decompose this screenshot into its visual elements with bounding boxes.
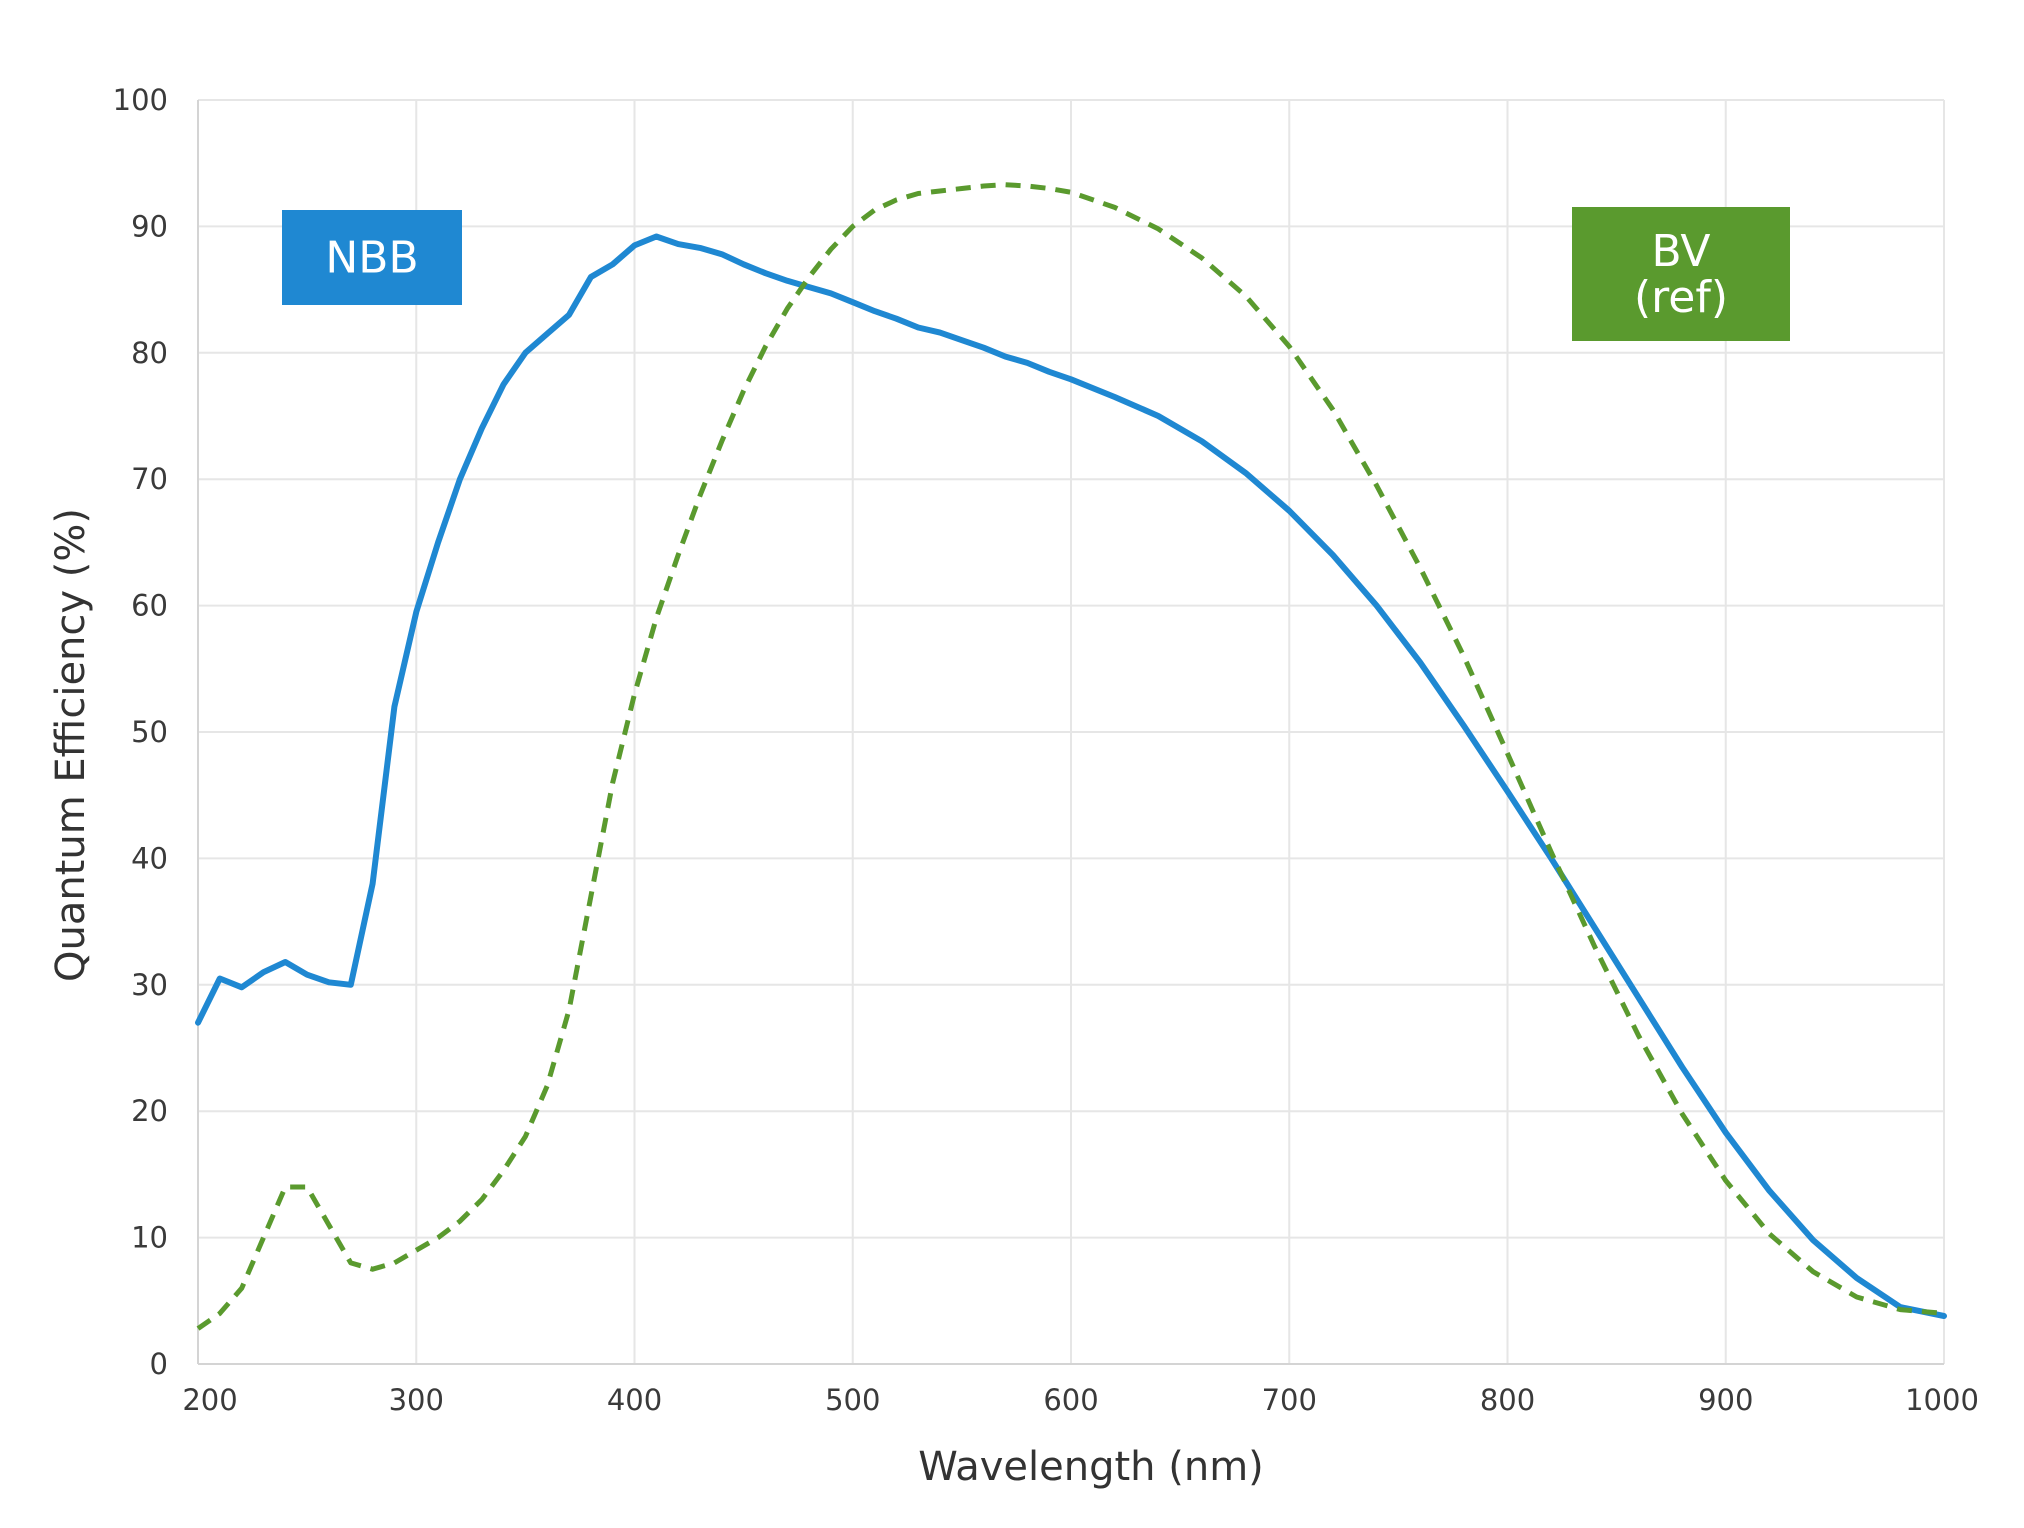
y-tick-label: 90 xyxy=(131,209,168,243)
legend-label: BV xyxy=(1652,226,1711,277)
y-tick-label: 10 xyxy=(131,1221,168,1255)
legend-label: NBB xyxy=(325,233,418,284)
x-tick-label: 200 xyxy=(182,1383,237,1417)
y-tick-label: 100 xyxy=(113,83,168,117)
series-line-nbb xyxy=(195,233,1947,1319)
legend-bv-ref: BV(ref) xyxy=(1572,207,1790,341)
axes xyxy=(197,100,1944,1365)
y-tick-label: 70 xyxy=(131,462,168,496)
y-tick-label: 80 xyxy=(131,336,168,370)
series-line-bv-ref xyxy=(196,182,1945,1331)
legend-box-nbb xyxy=(282,210,462,305)
legend-boxes: NBB BV(ref) xyxy=(282,207,1790,341)
x-tick-label: 600 xyxy=(1043,1383,1098,1417)
x-tick-label: 900 xyxy=(1698,1383,1753,1417)
x-tick-labels: 200 300 400 500 600 700 800 900 1000 xyxy=(182,1383,1979,1417)
legend-nbb: NBB xyxy=(282,210,462,305)
y-tick-label: 50 xyxy=(131,715,168,749)
y-tick-label: 30 xyxy=(131,968,168,1002)
legend-label: (ref) xyxy=(1634,272,1728,323)
legend-box-bv-ref xyxy=(1572,207,1790,341)
x-axis-title: Wavelength (nm) xyxy=(918,1444,1264,1490)
x-tick-label: 1000 xyxy=(1905,1383,1979,1417)
x-tick-label: 300 xyxy=(389,1383,444,1417)
y-tick-label: 20 xyxy=(131,1094,168,1128)
y-tick-labels: 0 10 20 30 40 50 60 70 80 90 100 xyxy=(113,83,168,1381)
x-tick-label: 500 xyxy=(825,1383,880,1417)
x-tick-label: 700 xyxy=(1262,1383,1317,1417)
y-tick-label: 60 xyxy=(131,589,168,623)
x-tick-label: 400 xyxy=(607,1383,662,1417)
gridlines xyxy=(198,99,1945,1364)
series-lines xyxy=(195,182,1947,1331)
y-tick-label: 40 xyxy=(131,841,168,875)
x-tick-label: 800 xyxy=(1480,1383,1535,1417)
y-axis-title: Quantum Efficiency (%) xyxy=(48,508,94,982)
y-tick-label: 0 xyxy=(150,1347,168,1381)
